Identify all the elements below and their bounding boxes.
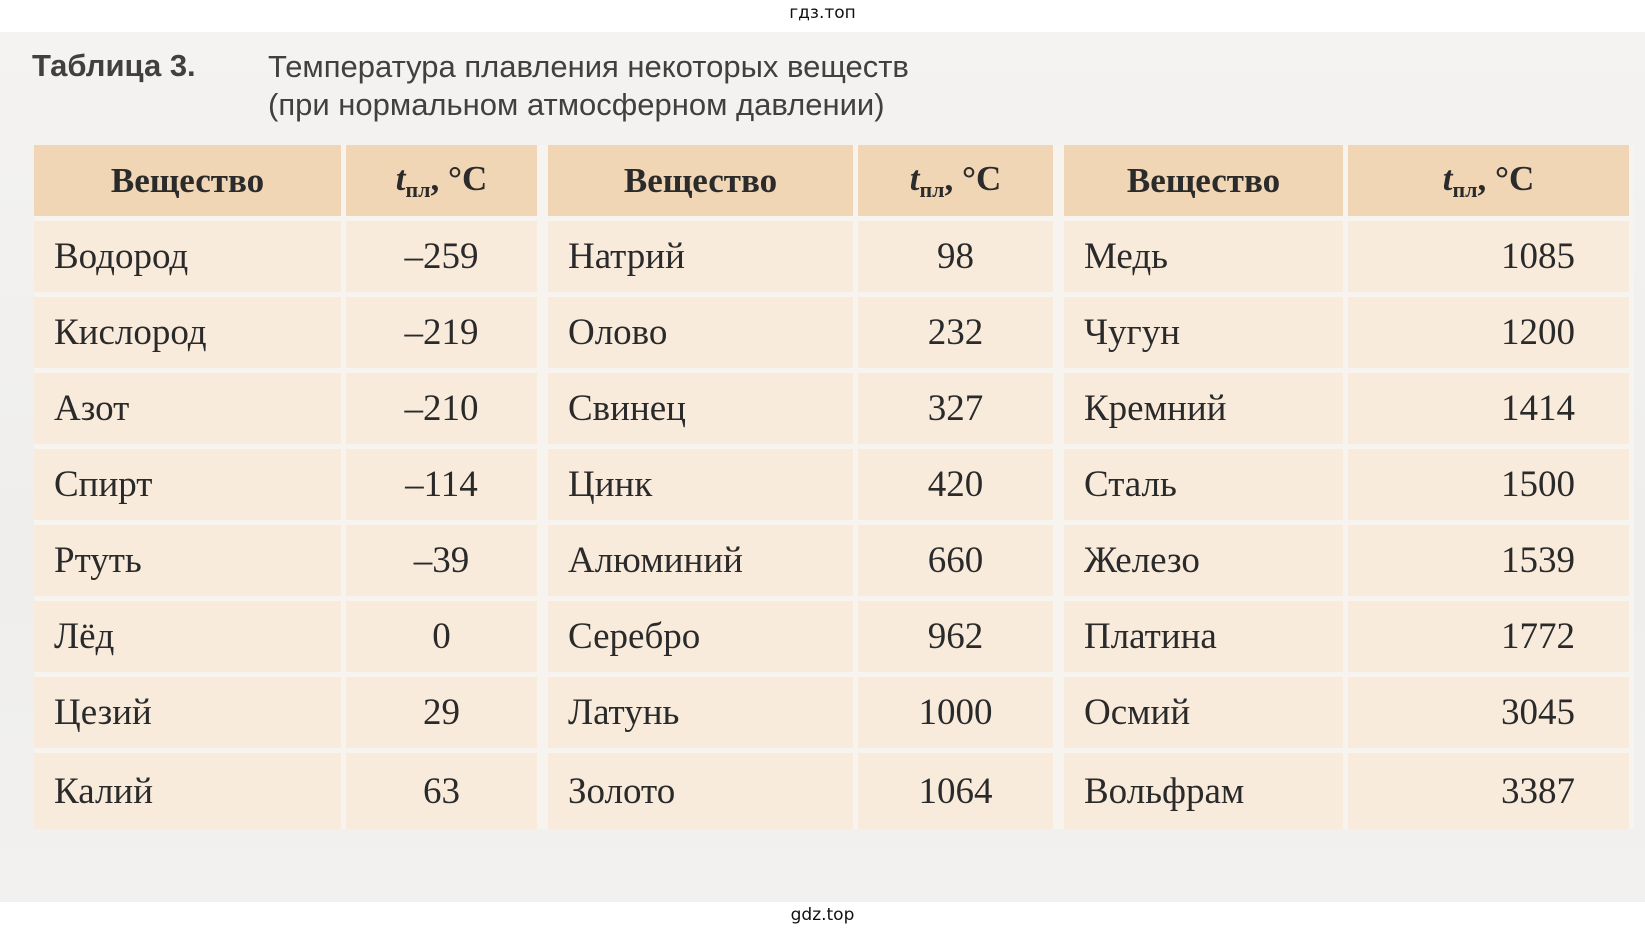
temperature-cell: 420	[858, 449, 1058, 525]
temperature-cell: 1500	[1348, 449, 1634, 525]
temperature-cell: 1414	[1348, 373, 1634, 449]
temperature-cell: 1085	[1348, 221, 1634, 297]
substance-cell: Ртуть	[34, 525, 346, 601]
table-row: Лёд 0 Серебро 962 Платина 1772	[34, 601, 1634, 677]
temperature-cell: 232	[858, 297, 1058, 373]
table-caption-label: Таблица 3.	[32, 48, 196, 83]
substance-cell: Олово	[542, 297, 858, 373]
substance-cell: Чугун	[1058, 297, 1348, 373]
temp-unit: , °C	[944, 158, 1002, 198]
temperature-cell: –259	[346, 221, 542, 297]
substance-cell: Кислород	[34, 297, 346, 373]
temperature-cell: 63	[346, 753, 542, 829]
temp-symbol: t	[1442, 158, 1453, 198]
temp-subscript: пл	[919, 176, 945, 202]
temp-symbol: t	[909, 158, 920, 198]
header-substance-2: Вещество	[542, 145, 858, 221]
temp-unit: , °C	[430, 158, 488, 198]
substance-cell: Вольфрам	[1058, 753, 1348, 829]
substance-cell: Медь	[1058, 221, 1348, 297]
substance-cell: Кремний	[1058, 373, 1348, 449]
substance-cell: Свинец	[542, 373, 858, 449]
temp-subscript: пл	[405, 176, 431, 202]
substance-cell: Цезий	[34, 677, 346, 753]
table-row: Калий 63 Золото 1064 Вольфрам 3387	[34, 753, 1634, 829]
substance-cell: Калий	[34, 753, 346, 829]
caption-title-line-1: Температура плавления некоторых веществ	[268, 49, 909, 84]
substance-cell: Алюминий	[542, 525, 858, 601]
header-substance-1: Вещество	[34, 145, 346, 221]
table-row: Цезий 29 Латунь 1000 Осмий 3045	[34, 677, 1634, 753]
temperature-cell: 1000	[858, 677, 1058, 753]
substance-cell: Азот	[34, 373, 346, 449]
substance-cell: Цинк	[542, 449, 858, 525]
temperature-cell: 1064	[858, 753, 1058, 829]
temperature-cell: –210	[346, 373, 542, 449]
temperature-cell: 1772	[1348, 601, 1634, 677]
substance-cell: Золото	[542, 753, 858, 829]
substance-cell: Спирт	[34, 449, 346, 525]
watermark-bottom: gdz.top	[790, 905, 855, 925]
table-row: Ртуть –39 Алюминий 660 Железо 1539	[34, 525, 1634, 601]
watermark-top: гдз.топ	[789, 3, 856, 23]
temperature-cell: –219	[346, 297, 542, 373]
substance-cell: Железо	[1058, 525, 1348, 601]
temperature-cell: 98	[858, 221, 1058, 297]
temperature-cell: 660	[858, 525, 1058, 601]
temp-symbol: t	[395, 158, 406, 198]
header-temp-2: tпл, °C	[858, 145, 1058, 221]
table-row: Спирт –114 Цинк 420 Сталь 1500	[34, 449, 1634, 525]
temp-subscript: пл	[1452, 176, 1478, 202]
temperature-cell: 3045	[1348, 677, 1634, 753]
header-temp-3: tпл, °C	[1348, 145, 1634, 221]
substance-cell: Латунь	[542, 677, 858, 753]
table-row: Водород –259 Натрий 98 Медь 1085	[34, 221, 1634, 297]
header-temp-1: tпл, °C	[346, 145, 542, 221]
table-row: Кислород –219 Олово 232 Чугун 1200	[34, 297, 1634, 373]
substance-cell: Осмий	[1058, 677, 1348, 753]
substance-cell: Серебро	[542, 601, 858, 677]
temp-unit: , °C	[1477, 158, 1535, 198]
temperature-cell: 327	[858, 373, 1058, 449]
temperature-cell: –114	[346, 449, 542, 525]
melting-point-table: Вещество tпл, °C Вещество tпл, °C Вещест…	[34, 145, 1634, 829]
caption-title-line-2: (при нормальном атмосферном давлении)	[268, 87, 885, 122]
substance-cell: Лёд	[34, 601, 346, 677]
table-caption-title: Температура плавления некоторых веществ …	[268, 48, 909, 124]
substance-cell: Платина	[1058, 601, 1348, 677]
table-row: Азот –210 Свинец 327 Кремний 1414	[34, 373, 1634, 449]
temperature-cell: 0	[346, 601, 542, 677]
substance-cell: Натрий	[542, 221, 858, 297]
header-substance-3: Вещество	[1058, 145, 1348, 221]
temperature-cell: 962	[858, 601, 1058, 677]
temperature-cell: 3387	[1348, 753, 1634, 829]
temperature-cell: –39	[346, 525, 542, 601]
table-header-row: Вещество tпл, °C Вещество tпл, °C Вещест…	[34, 145, 1634, 221]
temperature-cell: 1200	[1348, 297, 1634, 373]
substance-cell: Водород	[34, 221, 346, 297]
temperature-cell: 29	[346, 677, 542, 753]
temperature-cell: 1539	[1348, 525, 1634, 601]
substance-cell: Сталь	[1058, 449, 1348, 525]
